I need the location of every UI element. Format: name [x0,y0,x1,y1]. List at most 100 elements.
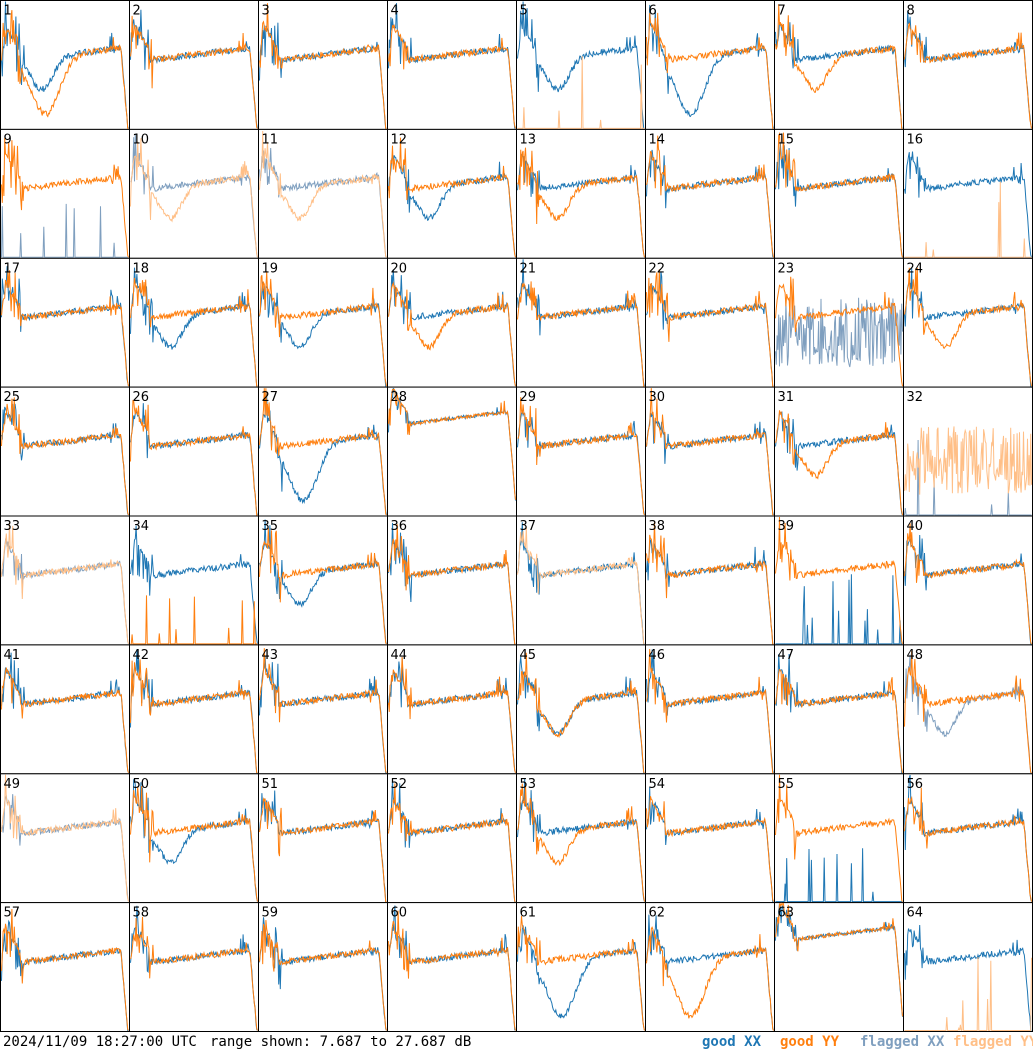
series-yy-line [259,130,387,258]
panel-29: 29 [516,386,646,517]
series-yy-line [904,426,1032,495]
series-yy-line [259,3,387,129]
panel-25: 25 [0,386,130,517]
panel-36: 36 [387,515,517,646]
panel-44: 44 [387,644,517,775]
panel-number-label: 57 [4,906,21,921]
panel-7: 7 [774,0,904,130]
panel-number-label: 63 [778,906,795,921]
legend-good-xx: good XX [702,1034,762,1050]
panel-61: 61 [516,902,646,1032]
footer-bar: 2024/11/09 18:27:00 UTC range shown: 7.6… [0,1032,1033,1053]
panel-number-label: 48 [907,648,924,663]
panel-number-label: 7 [778,4,786,19]
panel-number-label: 27 [262,390,279,405]
panel-number-label: 36 [391,519,408,534]
panel-frame [645,386,775,517]
panel-frame [129,773,259,904]
panel-number-label: 50 [133,777,150,792]
panel-number-label: 46 [649,648,666,663]
panel-number-label: 3 [262,4,270,19]
series-yy-line [1,774,129,902]
panel-number-label: 17 [4,261,21,276]
panel-frame [387,644,517,775]
series-yy-line [130,399,258,516]
panel-number-label: 59 [262,906,279,921]
panel-24: 24 [903,257,1033,388]
panel-frame [0,644,130,775]
panel-number-label: 54 [649,777,666,792]
series-xx-line [259,281,387,387]
series-yy-line [646,926,774,1031]
panel-63: 63 [774,902,904,1032]
panel-4: 4 [387,0,517,130]
series-yy-line [775,410,903,516]
panel-frame [645,773,775,904]
panel-frame [903,644,1033,775]
panel-number-label: 25 [4,390,21,405]
series-yy-line [904,267,1032,387]
series-xx-line [1,266,129,387]
panel-frame [903,773,1033,904]
panel-52: 52 [387,773,517,904]
panel-frame [903,515,1033,646]
panel-number-label: 29 [520,390,537,405]
panel-number-label: 42 [133,648,150,663]
legend-flagged-xx: flagged XX [860,1034,945,1050]
series-yy-line [646,269,774,387]
series-yy-line [259,648,387,774]
panel-number-label: 35 [262,519,279,534]
panel-28: 28 [387,386,517,517]
series-xx-line [904,439,1032,516]
panel-number-label: 34 [133,519,150,534]
panel-frame [0,902,130,1032]
range-label: range shown: 7.687 to 27.687 dB [210,1034,472,1050]
panel-40: 40 [903,515,1033,646]
series-xx-line [388,778,516,903]
panel-23: 23 [774,257,904,388]
panel-number-label: 43 [262,648,279,663]
panel-number-label: 52 [391,777,408,792]
series-yy-line [517,281,645,387]
panel-2: 2 [129,0,259,130]
series-yy-line [775,774,903,902]
panel-frame [129,257,259,388]
series-xx-line [646,914,774,1031]
series-yy-line [130,277,258,387]
panel-47: 47 [774,644,904,775]
panel-frame [903,0,1033,130]
panel-number-label: 40 [907,519,924,534]
series-xx-line [130,778,258,902]
series-yy-line [517,915,645,1031]
panel-12: 12 [387,128,517,259]
series-yy-line [388,656,516,773]
series-yy-line [775,516,903,645]
panel-number-label: 33 [4,519,21,534]
series-xx-line [775,574,903,645]
panel-27: 27 [258,386,388,517]
panel-37: 37 [516,515,646,646]
panel-35: 35 [258,515,388,646]
panel-frame [0,0,130,130]
panel-64: 64 [903,902,1033,1032]
series-yy-line [1,397,129,516]
series-yy-line [259,388,387,516]
panel-number-label: 5 [520,4,528,19]
series-yy-line [1,137,129,258]
panel-frame [516,515,646,646]
series-yy-line [517,55,645,129]
panel-frame [774,902,904,1032]
panel-frame [258,128,388,259]
series-yy-line [130,659,258,774]
panel-number-label: 14 [649,132,666,147]
series-yy-line [904,787,1032,902]
panel-frame [129,644,259,775]
panel-21: 21 [516,257,646,388]
panel-number-label: 8 [907,4,915,19]
panel-number-label: 18 [133,261,150,276]
panel-number-label: 12 [391,132,408,147]
panel-number-label: 11 [262,132,279,147]
panel-number-label: 10 [133,132,150,147]
panel-60: 60 [387,902,517,1032]
